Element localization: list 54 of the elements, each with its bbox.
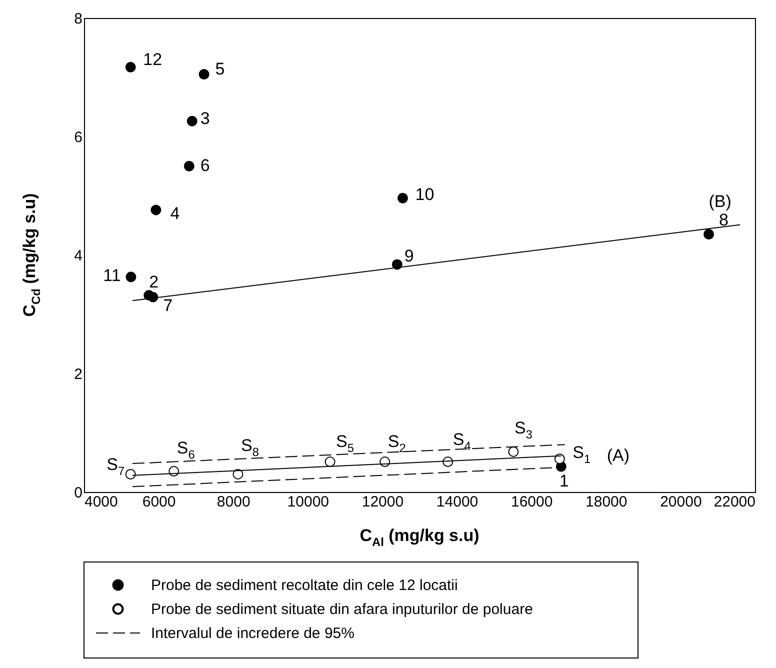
annotation: 2 <box>149 272 159 292</box>
point <box>324 456 336 468</box>
point <box>397 192 408 204</box>
y-tick-label: 0 <box>74 484 82 502</box>
point <box>184 160 194 172</box>
annotation: S$_{8}$ <box>240 436 260 460</box>
annotation: S$_{3}$ <box>514 418 533 442</box>
point <box>232 468 244 480</box>
point <box>125 62 136 72</box>
annotation: 7 <box>163 296 173 316</box>
x-tick-label: 6000 <box>142 494 176 510</box>
x-tick-label: 12000 <box>362 494 404 510</box>
annotation: S$_{4}$ <box>452 430 472 453</box>
legend-label: Probe de sediment situate din afara inputurilor de poluare <box>151 601 533 618</box>
legend-label: Intervalul de incredere de 95% <box>151 625 354 642</box>
annotation: 3 <box>200 109 210 128</box>
annotation: 12 <box>143 50 162 70</box>
point <box>126 272 136 282</box>
x-tick-label: 14000 <box>436 494 478 510</box>
x-tick-label: 18000 <box>586 494 628 510</box>
point <box>554 454 565 464</box>
annotation: S$_{7}$ <box>106 455 125 478</box>
point <box>150 204 162 216</box>
annotation: (A) <box>606 446 630 465</box>
annotation: 8 <box>719 210 729 230</box>
annotation: S$_{6}$ <box>176 438 196 462</box>
annotation: 10 <box>415 185 434 204</box>
y-tick-label: 8 <box>74 10 82 28</box>
x-tick-label: 20000 <box>660 494 702 510</box>
y-tick-label: 6 <box>74 129 82 146</box>
x-tick-label: 16000 <box>510 494 553 510</box>
annotation: 11 <box>103 266 121 285</box>
x-tick-label: 22000 <box>714 494 756 510</box>
annotation: 1 <box>559 472 569 491</box>
point <box>704 229 714 240</box>
annotation: S$_{1}$ <box>572 442 592 466</box>
x-tick-label: 8000 <box>216 494 250 510</box>
y-tick-label: 4 <box>74 248 82 264</box>
annotation: 4 <box>170 204 180 223</box>
x-tick-label: 4000 <box>84 494 118 510</box>
annotation: 5 <box>215 59 225 78</box>
x-axis-title: C$_{Al}$ (mg/kg s.u) <box>360 526 480 549</box>
point <box>198 69 210 80</box>
annotation: S$_{2}$ <box>388 432 406 455</box>
annotation: S$_{5}$ <box>336 432 354 455</box>
annotation: (B) <box>708 192 732 211</box>
y-tick-label: 2 <box>74 366 82 383</box>
legend-label: Probe de sediment recoltate din cele 12 locatii <box>151 577 458 594</box>
x-tick-label: 10000 <box>287 494 330 510</box>
annotation: 6 <box>200 156 210 176</box>
point <box>125 468 136 480</box>
point <box>186 116 198 126</box>
annotation: 9 <box>404 246 414 266</box>
point <box>508 446 519 457</box>
